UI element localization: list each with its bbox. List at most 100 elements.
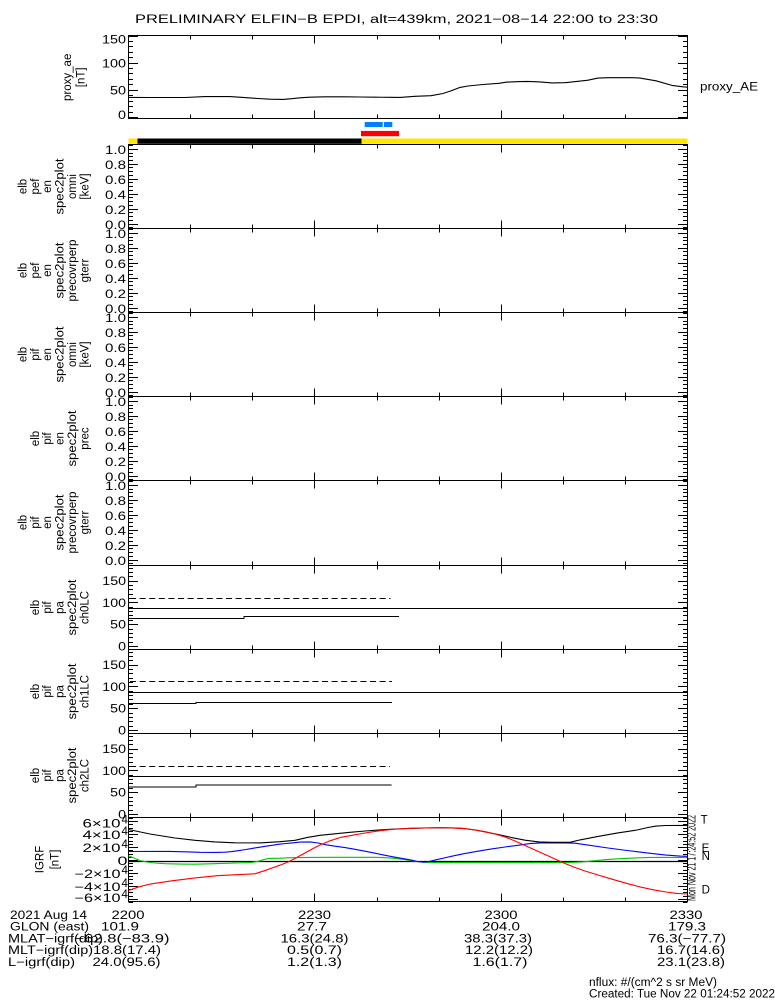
- svg-text:pif: pif: [42, 601, 54, 614]
- svg-text:0.0: 0.0: [105, 220, 126, 232]
- svg-text:0.5(0.7): 0.5(0.7): [287, 945, 342, 957]
- svg-text:38.3(37.3): 38.3(37.3): [464, 933, 532, 945]
- svg-text:−4×10: −4×10: [75, 882, 121, 894]
- svg-text:spec2plot: spec2plot: [67, 747, 79, 804]
- svg-text:proxy_AE: proxy_AE: [700, 82, 758, 94]
- svg-text:4: 4: [122, 839, 129, 851]
- svg-text:0.0: 0.0: [105, 304, 126, 316]
- svg-text:1.2(1.3): 1.2(1.3): [287, 957, 342, 969]
- svg-text:elb: elb: [17, 515, 29, 530]
- svg-text:150: 150: [102, 744, 126, 756]
- svg-text:0.0: 0.0: [105, 472, 126, 484]
- svg-text:0.8: 0.8: [105, 244, 126, 256]
- svg-text:omni: omni: [67, 174, 79, 199]
- svg-text:2200: 2200: [112, 910, 145, 922]
- svg-text:27.7: 27.7: [297, 922, 327, 934]
- svg-text:4: 4: [122, 889, 129, 901]
- svg-text:1.0: 1.0: [105, 397, 126, 409]
- svg-text:elb: elb: [17, 347, 29, 362]
- svg-text:0.8: 0.8: [105, 412, 126, 424]
- svg-text:76.3(−77.7): 76.3(−77.7): [648, 933, 726, 945]
- svg-text:4: 4: [122, 815, 129, 827]
- svg-text:spec2plot: spec2plot: [55, 326, 67, 383]
- svg-text:0.6: 0.6: [105, 511, 126, 523]
- svg-text:0.6: 0.6: [105, 427, 126, 439]
- svg-text:100: 100: [102, 682, 126, 694]
- svg-text:en: en: [42, 180, 54, 193]
- svg-text:IGRF: IGRF: [35, 846, 47, 873]
- svg-text:4: 4: [122, 878, 129, 890]
- svg-text:spec2plot: spec2plot: [55, 158, 67, 215]
- svg-text:0: 0: [118, 642, 126, 654]
- svg-text:D: D: [702, 885, 710, 897]
- svg-text:150: 150: [102, 576, 126, 588]
- svg-text:0.6: 0.6: [105, 343, 126, 355]
- svg-text:0.2: 0.2: [105, 457, 126, 469]
- svg-text:100: 100: [102, 59, 126, 71]
- svg-text:elb: elb: [30, 431, 42, 446]
- svg-text:0.8: 0.8: [105, 160, 126, 172]
- svg-text:2×10: 2×10: [83, 843, 121, 855]
- svg-text:MLAT−igrf(dip): MLAT−igrf(dip): [8, 933, 103, 945]
- svg-text:spec2plot: spec2plot: [55, 242, 67, 299]
- svg-text:0.2: 0.2: [105, 289, 126, 301]
- svg-text:nflux: #/(cm^2 s sr MeV): nflux: #/(cm^2 s sr MeV): [589, 977, 717, 989]
- svg-text:spec2plot: spec2plot: [67, 579, 79, 636]
- svg-text:Mon Nov 21 17:24:52 2022: Mon Nov 21 17:24:52 2022: [687, 815, 699, 901]
- svg-text:0.6: 0.6: [105, 259, 126, 271]
- svg-text:pa: pa: [55, 685, 67, 698]
- svg-text:ch2LC: ch2LC: [79, 759, 91, 792]
- svg-text:0: 0: [118, 726, 126, 738]
- svg-text:prec: prec: [79, 427, 91, 450]
- svg-text:−6×10: −6×10: [75, 893, 121, 905]
- svg-text:elb: elb: [30, 684, 42, 699]
- svg-text:Created: Tue Nov 22 01:24:52 2: Created: Tue Nov 22 01:24:52 2022: [589, 989, 775, 1000]
- svg-text:spec2plot: spec2plot: [67, 663, 79, 720]
- svg-text:1.0: 1.0: [105, 145, 126, 157]
- svg-text:50: 50: [110, 704, 126, 716]
- svg-text:150: 150: [102, 35, 126, 47]
- svg-text:[keV]: [keV]: [79, 173, 91, 199]
- svg-text:pa: pa: [55, 601, 67, 614]
- svg-text:pif: pif: [42, 685, 54, 698]
- svg-text:precovrperp: precovrperp: [67, 492, 79, 554]
- svg-text:0: 0: [118, 856, 128, 868]
- svg-text:ch0LC: ch0LC: [79, 591, 91, 624]
- svg-text:proxy_ae: proxy_ae: [62, 54, 74, 101]
- svg-text:pif: pif: [42, 769, 54, 782]
- svg-text:1.6(1.7): 1.6(1.7): [473, 957, 528, 969]
- svg-text:T: T: [701, 815, 708, 827]
- svg-text:204.0: 204.0: [482, 922, 520, 934]
- svg-text:en: en: [55, 432, 67, 445]
- svg-text:MLT−igrf(dip): MLT−igrf(dip): [8, 945, 93, 957]
- svg-text:2300: 2300: [485, 910, 518, 922]
- svg-text:en: en: [42, 348, 54, 361]
- svg-text:0.4: 0.4: [105, 274, 127, 286]
- svg-text:50: 50: [110, 620, 126, 632]
- svg-text:0.2: 0.2: [105, 541, 126, 553]
- svg-text:[nT]: [nT]: [76, 67, 88, 87]
- svg-text:en: en: [42, 516, 54, 529]
- svg-text:2230: 2230: [298, 910, 331, 922]
- svg-text:100: 100: [102, 766, 126, 778]
- svg-text:0.6: 0.6: [105, 175, 126, 187]
- svg-text:1.0: 1.0: [105, 229, 126, 241]
- svg-text:elb: elb: [30, 768, 42, 783]
- svg-text:0: 0: [118, 810, 126, 822]
- svg-text:gterr: gterr: [79, 259, 91, 283]
- svg-text:pif: pif: [30, 348, 42, 361]
- svg-text:N: N: [702, 851, 710, 863]
- svg-text:50: 50: [110, 86, 126, 98]
- svg-text:spec2plot: spec2plot: [55, 494, 67, 551]
- svg-text:E: E: [702, 843, 710, 855]
- svg-text:1.0: 1.0: [105, 313, 126, 325]
- svg-text:0.4: 0.4: [105, 526, 127, 538]
- svg-text:GLON (east): GLON (east): [10, 922, 89, 934]
- svg-text:spec2plot: spec2plot: [67, 410, 79, 467]
- svg-text:elb: elb: [17, 179, 29, 194]
- svg-text:pa: pa: [55, 769, 67, 782]
- svg-text:0.4: 0.4: [105, 358, 127, 370]
- svg-text:elb: elb: [17, 263, 29, 278]
- svg-text:en: en: [42, 264, 54, 277]
- svg-text:18.8(17.4): 18.8(17.4): [93, 945, 161, 957]
